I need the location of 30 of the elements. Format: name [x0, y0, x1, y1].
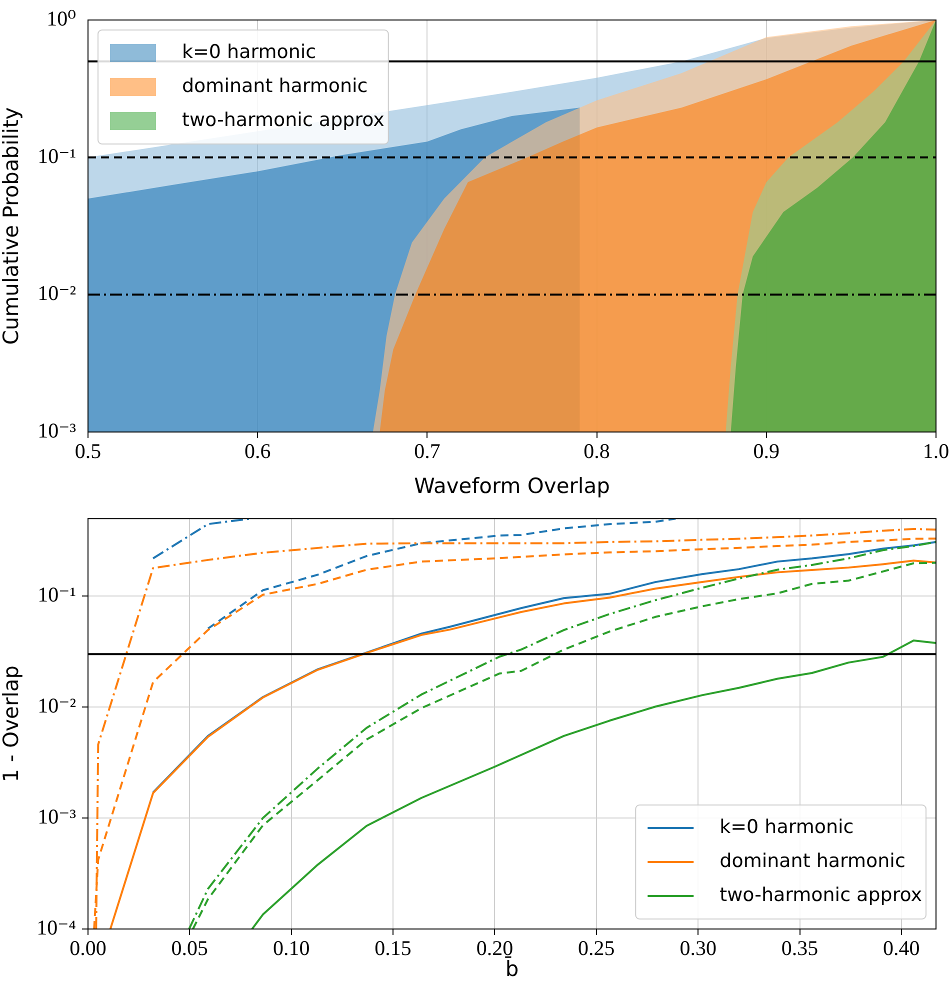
y-tick-label: 10⁻² — [38, 694, 76, 718]
y-tick-label: 10⁻¹ — [38, 582, 76, 607]
legend-label: two-harmonic approx — [182, 108, 384, 131]
x-tick-label: 0.15 — [374, 936, 412, 960]
y-axis-title: Cumulative Probability — [0, 107, 24, 345]
line-series — [206, 518, 677, 630]
x-tick-label: 0.05 — [171, 936, 208, 960]
x-tick-label: 0.40 — [883, 936, 920, 960]
y-tick-label: 10⁻¹ — [38, 144, 76, 168]
legend-label: dominant harmonic — [182, 74, 368, 97]
y-tick-label: 10⁻³ — [38, 804, 76, 829]
x-tick-label: 0.10 — [272, 936, 310, 960]
x-tick-label: 0.6 — [244, 439, 271, 464]
legend-label: k=0 harmonic — [720, 816, 854, 838]
y-tick-label: 10⁰ — [46, 6, 76, 31]
x-tick-label: 0.25 — [578, 936, 615, 960]
legend-label: dominant harmonic — [720, 850, 906, 872]
y-axis-title: 1 - Overlap — [0, 665, 24, 782]
legend-label: k=0 harmonic — [182, 40, 316, 63]
x-tick-label: 0.5 — [74, 439, 102, 464]
y-tick-label: 10⁻² — [38, 281, 76, 306]
y-tick-label: 10⁻³ — [38, 418, 76, 443]
x-tick-label: 1.0 — [922, 439, 950, 464]
x-tick-label: 0.7 — [414, 439, 440, 464]
x-tick-label: 0.35 — [781, 936, 818, 960]
x-tick-label: 0.9 — [753, 439, 780, 464]
x-tick-label: 0.30 — [680, 936, 716, 960]
legend-label: two-harmonic approx — [720, 884, 922, 906]
x-tick-label: 0.8 — [584, 439, 610, 464]
x-axis-title: Waveform Overlap — [414, 474, 610, 498]
